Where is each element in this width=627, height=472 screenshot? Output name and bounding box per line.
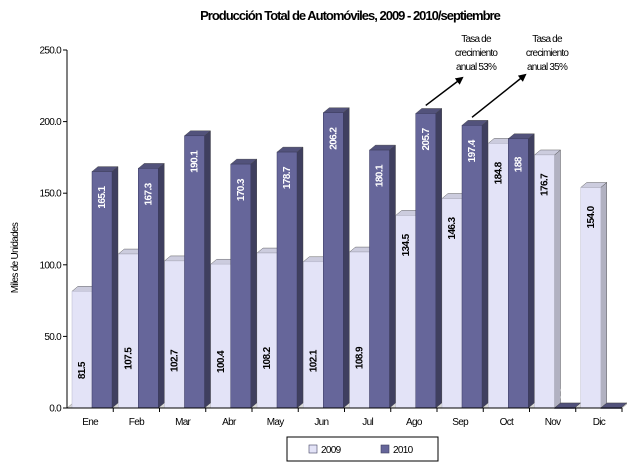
bar-2010-May (276, 146, 304, 409)
bars-layer (66, 107, 627, 409)
y-tick-label-50.0: 50.0 (44, 332, 62, 343)
data-label-2009-Abr: 100.4 (216, 350, 227, 373)
annotation-text-Sep-2: anual 35% (527, 62, 568, 73)
bar-2010-Sep (461, 119, 489, 409)
annotations-layer: Tasa de crecimiento anual 53% Tasa de crecim… (425, 34, 570, 118)
data-label-2009-Nov: 176.7 (540, 173, 551, 196)
x-tick-label-Ene: Ene (82, 417, 99, 428)
data-label-2010-Jun: 206.2 (328, 127, 339, 150)
legend-label-2009: 2009 (321, 445, 342, 456)
x-tick-label-Jul: Jul (362, 417, 373, 428)
legend-swatch-2010 (380, 444, 390, 454)
data-label-2010-Ene: 165.1 (97, 186, 108, 209)
data-label-2010-Mar: 190.1 (190, 150, 201, 173)
data-label-2010-Nov: 0.0 (560, 387, 571, 400)
x-tick-label-Mar: Mar (175, 417, 191, 428)
x-tick-label-Abr: Abr (222, 417, 237, 428)
bar-2009-Nov (533, 149, 562, 409)
x-tick-label-Dic: Dic (593, 417, 606, 428)
data-label-2009-Mar: 102.7 (170, 349, 181, 372)
x-tick-label-Feb: Feb (129, 417, 145, 428)
bar-2010-Abr (230, 158, 258, 409)
annotation-text-Sep-0: Tasa de (532, 34, 563, 45)
bar-2010-Jul (368, 144, 397, 409)
annotation-Ago: Tasa de crecimiento anual 53% (425, 34, 499, 107)
y-tick-label-0.0: 0.0 (49, 404, 62, 415)
y-tick-label-100.0: 100.0 (39, 260, 62, 271)
x-tick-label-Jun: Jun (314, 417, 328, 428)
x-tick-label-Sep: Sep (452, 417, 469, 428)
annotation-arrow-Ago (425, 76, 464, 107)
bar-2010-Ene (91, 166, 119, 409)
annotation-arrow-Sep (471, 73, 527, 118)
legend-label-2010: 2010 (393, 445, 414, 456)
annotation-Sep: Tasa de crecimiento anual 35% (471, 34, 570, 118)
x-tick-label-Ago: Ago (406, 417, 423, 428)
legend-swatch-2009 (308, 444, 318, 454)
data-label-2010-Sep: 197.4 (467, 139, 478, 162)
y-tick-label-150.0: 150.0 (39, 189, 62, 200)
data-label-2009-Oct: 184.8 (493, 161, 504, 184)
data-label-2009-Jul: 108.9 (355, 346, 366, 369)
bar-2010-Feb (137, 162, 165, 409)
data-label-2009-Dic: 154.0 (586, 205, 597, 228)
data-label-2010-Feb: 167.3 (143, 182, 154, 205)
legend: 2009 2010 (286, 436, 439, 462)
data-label-2009-Sep: 146.3 (447, 216, 458, 239)
data-label-2010-Abr: 170.3 (236, 178, 247, 201)
x-tick-label-Oct: Oct (500, 417, 514, 428)
bar-2009-Dic (580, 182, 608, 409)
bar-2010-Mar (183, 130, 212, 409)
annotation-text-Ago-1: crecimiento (455, 48, 499, 59)
annotation-text-Sep-1: crecimiento (526, 48, 570, 59)
x-tick-label-May: May (267, 417, 284, 428)
data-label-2009-Ene: 81.5 (77, 361, 88, 379)
y-tick-label-250.0: 250.0 (39, 46, 62, 57)
data-label-2010-Dic: 0.0 (606, 387, 617, 400)
data-label-2010-May: 178.7 (282, 166, 293, 189)
data-label-2010-Jul: 180.1 (375, 164, 386, 187)
data-labels-layer: 81.5 107.5 102.7 100.4 108.2 102.1 108.9 134.5 1… (77, 127, 617, 400)
annotation-text-Ago-0: Tasa de (461, 34, 492, 45)
data-label-2010-Ago: 205.7 (421, 127, 432, 150)
data-label-2009-Ago: 134.5 (401, 233, 412, 256)
y-tick-label-200.0: 200.0 (39, 117, 62, 128)
data-label-2009-Feb: 107.5 (123, 347, 134, 370)
axes-layer: 0.0 50.0 100.0 150.0 200.0 250.0 Ene Feb Mar Abr M… (39, 46, 623, 428)
chart-title: Producción Total de Automóviles, 2009 - … (200, 8, 500, 23)
data-label-2010-Oct: 188 (513, 156, 524, 172)
annotation-text-Ago-2: anual 53% (456, 62, 497, 73)
y-axis-label: Miles de Unidades (10, 222, 21, 293)
data-label-2009-May: 108.2 (262, 346, 273, 369)
bar-2010-Jun (322, 107, 350, 409)
bar-2010-Oct (507, 133, 535, 409)
data-label-2009-Jun: 102.1 (308, 349, 319, 372)
x-tick-label-Nov: Nov (545, 417, 561, 428)
bar-2010-Ago (415, 108, 443, 409)
